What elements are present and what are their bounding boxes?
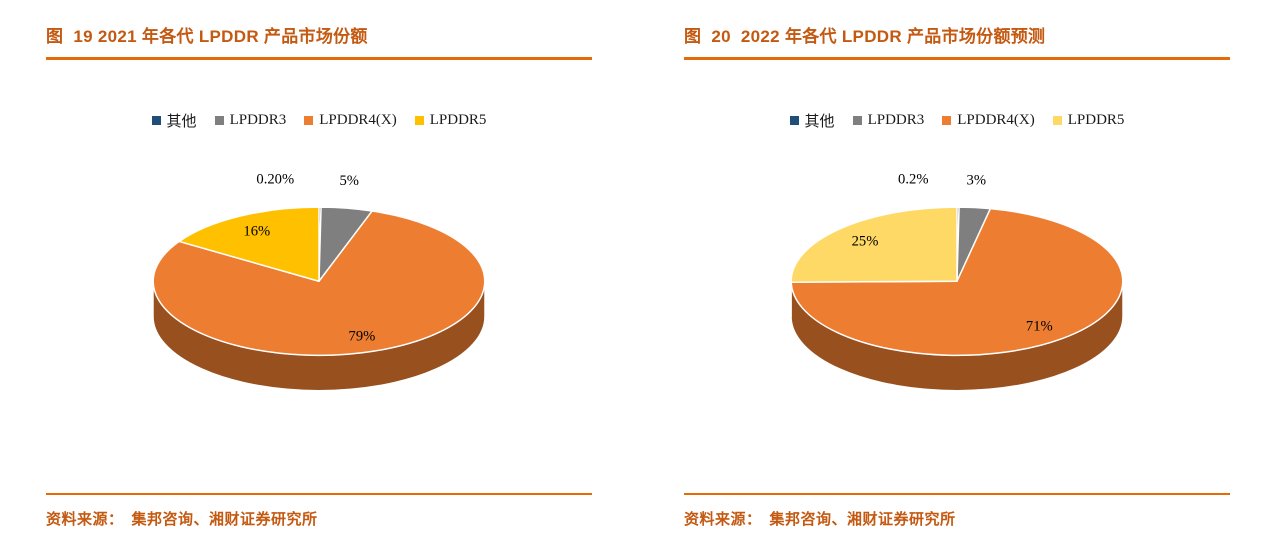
legend-swatch-icon bbox=[304, 116, 314, 125]
legend-swatch-icon bbox=[414, 116, 424, 125]
legend-item: 其他 bbox=[789, 110, 835, 131]
figure-20-panel: 图 20 2022 年各代 LPDDR 产品市场份额预测 其他 LPDDR3 LPD… bbox=[638, 0, 1276, 545]
legend-item: LPDDR5 bbox=[1052, 112, 1125, 129]
source-line: 资料来源： 集邦咨询、湘财证券研究所 bbox=[684, 508, 1230, 529]
figure-20-title: 图 20 2022 年各代 LPDDR 产品市场份额预测 bbox=[684, 27, 1046, 46]
legend-swatch-icon bbox=[151, 116, 161, 125]
pie-slice-label: 16% bbox=[243, 223, 270, 239]
figure-19-title: 图 19 2021 年各代 LPDDR 产品市场份额 bbox=[46, 27, 368, 46]
chart-legend: 其他 LPDDR3 LPDDR4(X) LPDDR5 bbox=[684, 110, 1230, 131]
legend-swatch-icon bbox=[789, 116, 799, 125]
legend-label: LPDDR4(X) bbox=[957, 112, 1035, 128]
pie-slice bbox=[178, 206, 320, 282]
pie-chart-2022: 0.2% 3% 71% 25% bbox=[790, 172, 1124, 391]
legend-label: LPDDR3 bbox=[867, 112, 925, 128]
legend-item: LPDDR3 bbox=[214, 112, 287, 129]
source-divider bbox=[684, 493, 1230, 495]
chart-legend: 其他 LPDDR3 LPDDR4(X) LPDDR5 bbox=[46, 110, 592, 131]
source-line: 资料来源： 集邦咨询、湘财证券研究所 bbox=[46, 508, 592, 529]
title-divider bbox=[684, 57, 1230, 60]
source-text: 集邦咨询、湘财证券研究所 bbox=[131, 512, 318, 528]
pie-slice bbox=[790, 207, 1124, 357]
legend-item: 其他 bbox=[151, 110, 197, 131]
legend-swatch-icon bbox=[942, 116, 952, 125]
pie-slice-label: 0.2% bbox=[898, 172, 928, 188]
source-prefix: 资料来源： bbox=[46, 512, 124, 528]
legend-item: LPDDR4(X) bbox=[942, 112, 1035, 129]
legend-item: LPDDR3 bbox=[852, 112, 925, 129]
legend-label: 其他 bbox=[166, 114, 197, 130]
legend-label: LPDDR5 bbox=[1067, 112, 1125, 128]
legend-item: LPDDR5 bbox=[414, 112, 487, 129]
pie-slice bbox=[790, 206, 958, 283]
pie-slice-label: 5% bbox=[339, 173, 358, 189]
legend-label: LPDDR3 bbox=[229, 112, 287, 128]
title-divider bbox=[46, 57, 592, 60]
pie-slice-label: 79% bbox=[349, 329, 376, 345]
pie-slice-label: 3% bbox=[967, 172, 986, 188]
pie-slice-label: 71% bbox=[1026, 319, 1053, 335]
legend-swatch-icon bbox=[1052, 116, 1062, 125]
pie-slice-label: 0.20% bbox=[256, 172, 294, 188]
pie-chart-2021: 0.20% 5% 79% 16% bbox=[152, 172, 486, 391]
source-prefix: 资料来源： bbox=[684, 512, 762, 528]
legend-swatch-icon bbox=[852, 116, 862, 125]
legend-label: LPDDR4(X) bbox=[319, 112, 397, 128]
pie-slice-label: 25% bbox=[852, 234, 879, 250]
figure-19-panel: 图 19 2021 年各代 LPDDR 产品市场份额 其他 LPDDR3 LPDDR… bbox=[46, 27, 592, 529]
source-text: 集邦咨询、湘财证券研究所 bbox=[769, 512, 956, 528]
legend-swatch-icon bbox=[214, 116, 224, 125]
legend-item: LPDDR4(X) bbox=[304, 112, 397, 129]
legend-label: 其他 bbox=[804, 114, 835, 130]
pie-slice bbox=[152, 210, 486, 357]
source-divider bbox=[46, 493, 592, 495]
legend-label: LPDDR5 bbox=[429, 112, 487, 128]
